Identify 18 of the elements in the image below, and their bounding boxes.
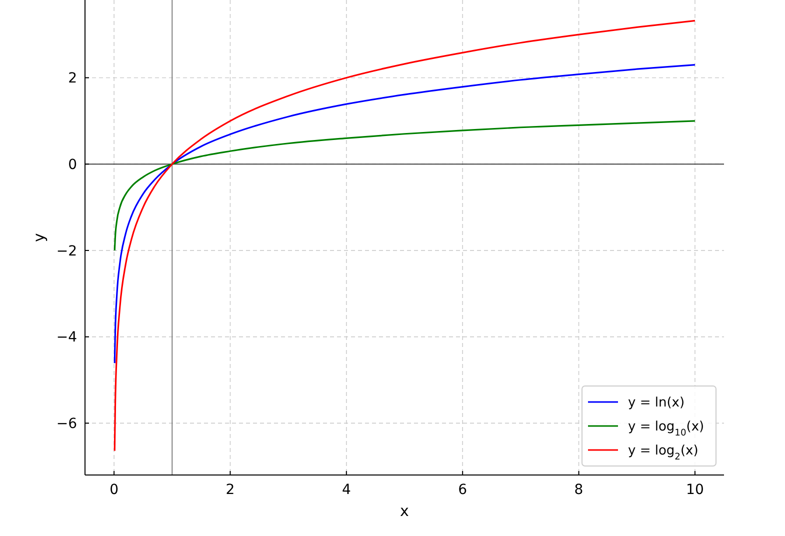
y-tick-label: −2 <box>56 243 77 260</box>
x-tick-label: 6 <box>458 482 468 498</box>
x-axis-title: x <box>400 502 410 520</box>
y-tick-label: 0 <box>68 156 77 173</box>
y-tick-label: −4 <box>56 330 78 346</box>
x-tick-label: 8 <box>574 482 584 498</box>
x-tick-label: 2 <box>226 482 235 498</box>
x-tick-label: 4 <box>342 482 351 498</box>
x-tick-label: 0 <box>110 482 119 498</box>
line-series <box>114 64 696 364</box>
x-tick-label: 10 <box>686 482 704 498</box>
y-axis-title: y <box>30 232 48 242</box>
y-tick-label: −6 <box>56 416 78 432</box>
legend-label: y = ln(x) <box>628 396 685 411</box>
y-tick-label: 2 <box>68 70 77 87</box>
legend-label: y = log$_{2}$(x) <box>628 444 698 463</box>
legend-label: y = log$_{10}$(x) <box>628 420 704 439</box>
line-series <box>114 120 696 252</box>
